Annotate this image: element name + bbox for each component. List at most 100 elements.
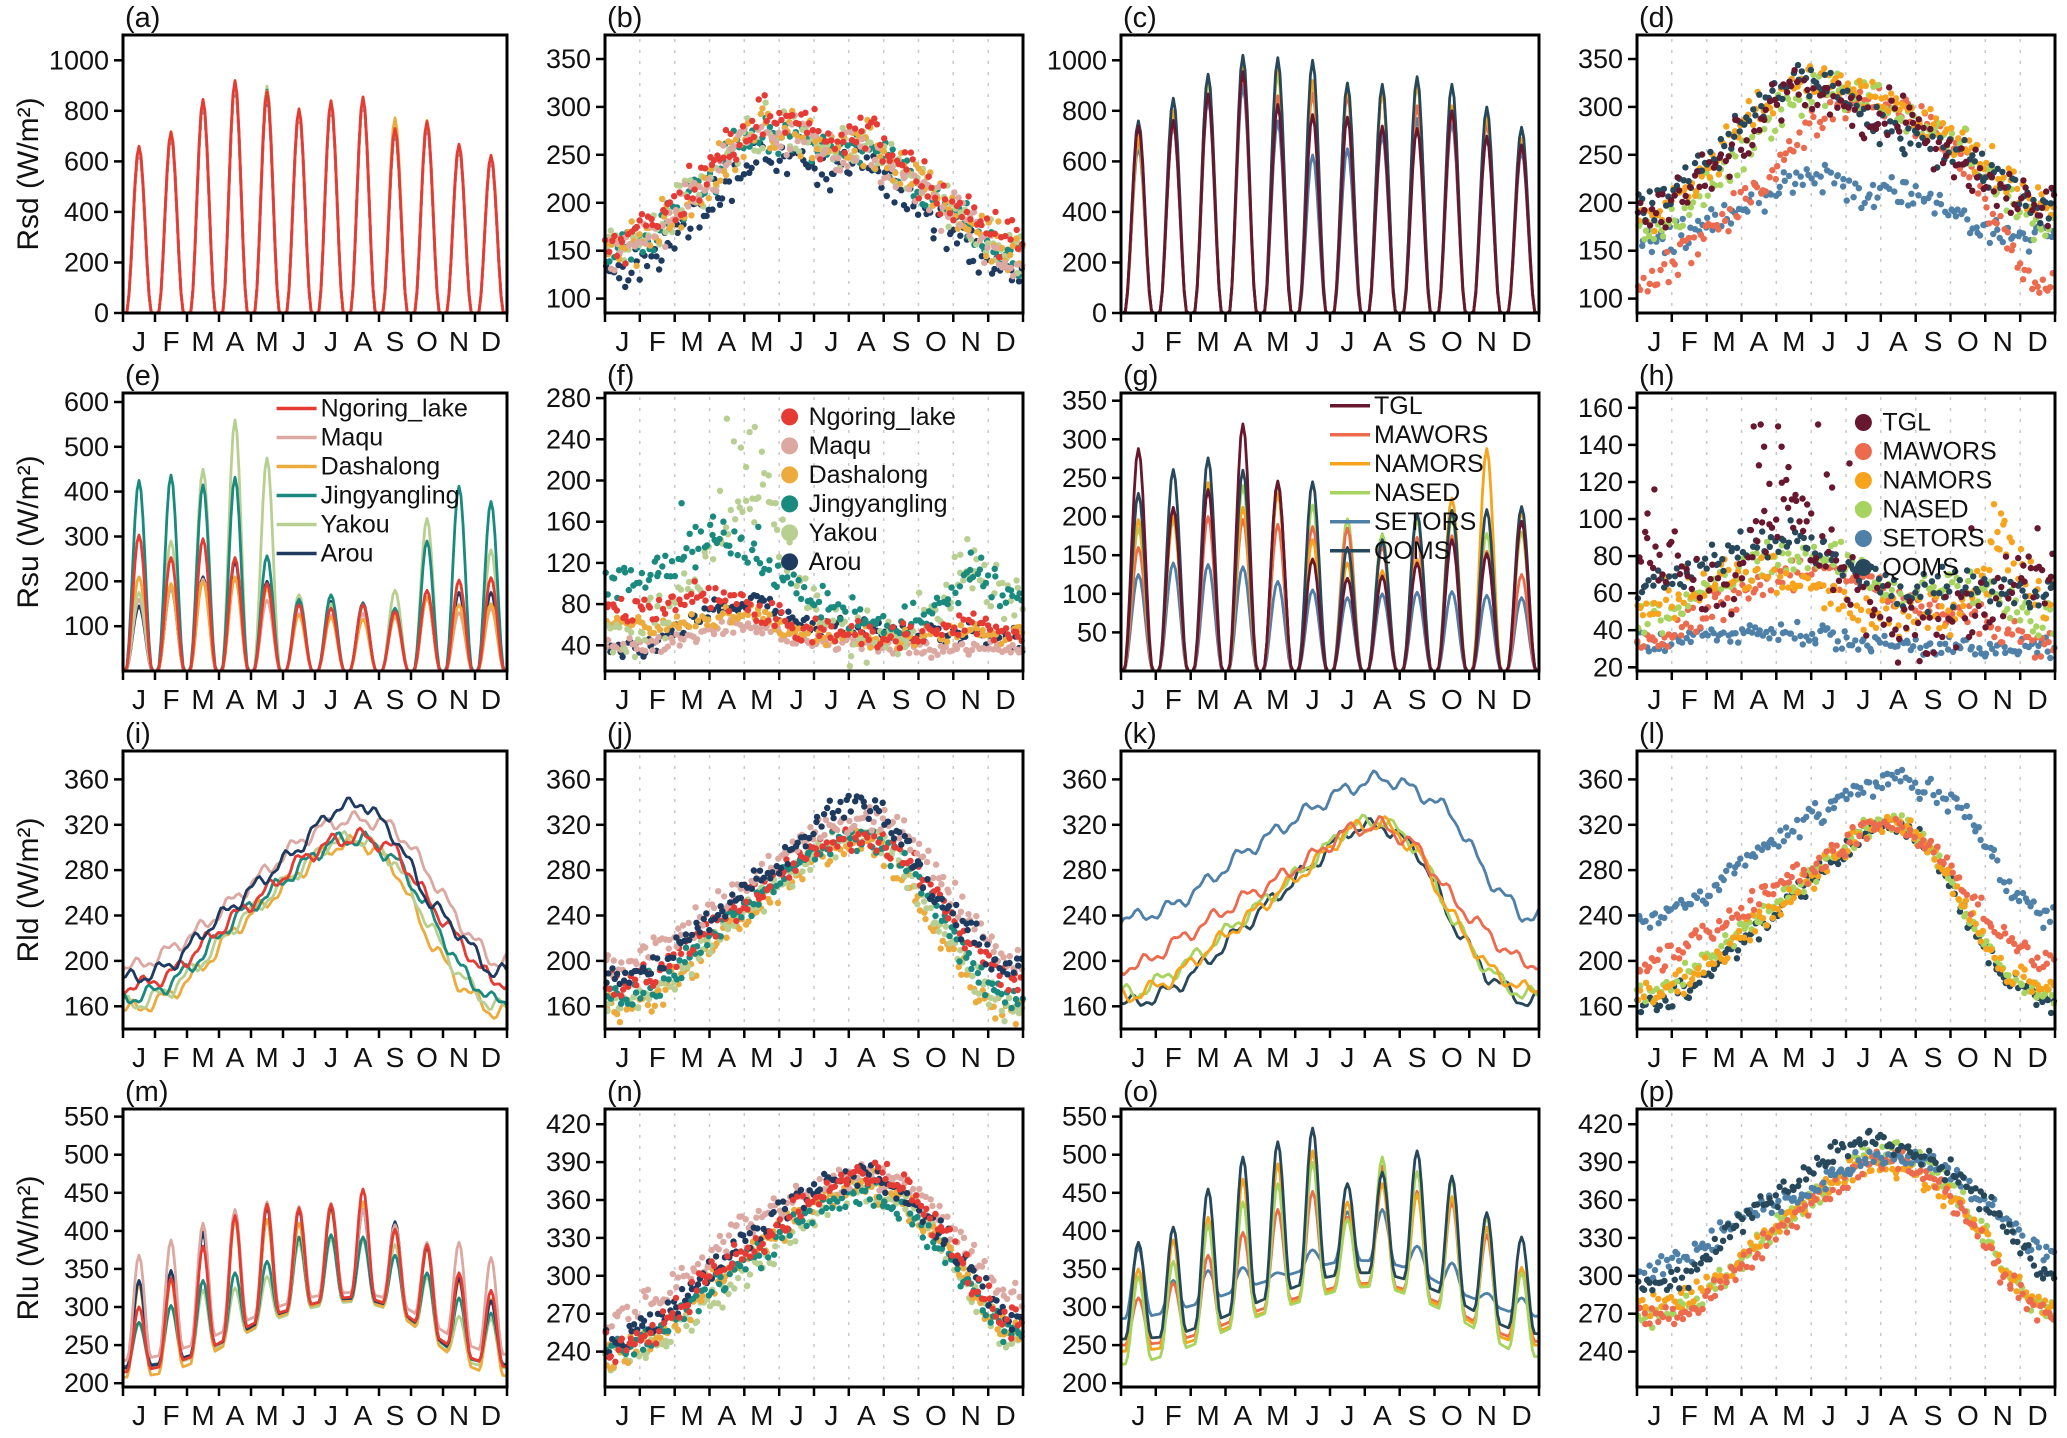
series-NASED: [1121, 815, 1539, 998]
svg-text:J: J: [1856, 326, 1870, 357]
svg-text:M: M: [680, 326, 703, 357]
svg-text:600: 600: [1062, 146, 1107, 176]
svg-text:600: 600: [64, 387, 109, 417]
month-gridlines: [640, 39, 988, 309]
svg-text:S: S: [1924, 326, 1943, 357]
svg-text:D: D: [1511, 326, 1531, 357]
svg-text:O: O: [925, 326, 947, 357]
svg-text:S: S: [386, 1042, 405, 1073]
svg-text:D: D: [481, 684, 501, 715]
svg-text:80: 80: [1593, 541, 1623, 571]
svg-text:NASED: NASED: [1374, 479, 1460, 507]
svg-text:Jingyangling: Jingyangling: [321, 482, 460, 510]
svg-text:A: A: [226, 326, 245, 357]
svg-text:350: 350: [1062, 386, 1107, 416]
svg-text:TGL: TGL: [1882, 408, 1931, 436]
svg-text:M: M: [255, 684, 278, 715]
legend-sites: Ngoring_lakeMaquDashalongJingyanglingYak…: [781, 403, 956, 576]
svg-text:O: O: [1957, 684, 1979, 715]
svg-text:Yakou: Yakou: [321, 511, 390, 539]
svg-text:150: 150: [1578, 236, 1623, 266]
svg-text:20: 20: [1593, 652, 1623, 682]
svg-text:D: D: [995, 684, 1015, 715]
svg-text:J: J: [324, 684, 338, 715]
svg-text:QOMS: QOMS: [1882, 553, 1958, 581]
svg-text:280: 280: [64, 855, 109, 885]
svg-text:J: J: [615, 684, 629, 715]
series-Maqu: [123, 812, 507, 970]
svg-text:A: A: [354, 1042, 373, 1073]
svg-text:80: 80: [561, 589, 591, 619]
svg-text:M: M: [255, 1042, 278, 1073]
svg-text:J: J: [1131, 684, 1145, 715]
panel-label: (e): [125, 360, 160, 392]
svg-text:200: 200: [1578, 188, 1623, 218]
svg-text:0: 0: [1092, 298, 1107, 328]
svg-text:200: 200: [546, 188, 591, 218]
svg-text:50: 50: [1077, 617, 1107, 647]
svg-text:NAMORS: NAMORS: [1882, 466, 1992, 494]
svg-text:Maqu: Maqu: [809, 432, 872, 460]
svg-text:O: O: [416, 1042, 438, 1073]
svg-text:1000: 1000: [1047, 45, 1107, 75]
svg-text:D: D: [2027, 684, 2047, 715]
svg-text:A: A: [1373, 684, 1392, 715]
series-QOMS: [1121, 1128, 1539, 1339]
panel-label: (j): [607, 718, 633, 750]
svg-text:NASED: NASED: [1882, 495, 1968, 523]
svg-text:A: A: [1373, 326, 1392, 357]
svg-text:M: M: [191, 326, 214, 357]
svg-text:400: 400: [64, 197, 109, 227]
svg-text:NAMORS: NAMORS: [1374, 450, 1484, 478]
svg-text:400: 400: [64, 477, 109, 507]
panel-o-series: [1121, 1128, 1539, 1364]
svg-text:J: J: [324, 1042, 338, 1073]
svg-text:N: N: [449, 326, 469, 357]
svg-text:F: F: [1681, 684, 1698, 715]
svg-text:J: J: [824, 326, 838, 357]
y-axis-title: Rlu (W/m²): [12, 1176, 45, 1321]
svg-text:800: 800: [1062, 96, 1107, 126]
panel-label: (p): [1639, 1076, 1674, 1108]
svg-text:O: O: [416, 684, 438, 715]
svg-text:F: F: [1681, 326, 1698, 357]
svg-text:S: S: [892, 326, 911, 357]
svg-text:M: M: [1196, 326, 1219, 357]
svg-text:320: 320: [64, 810, 109, 840]
svg-text:M: M: [1266, 326, 1289, 357]
svg-text:N: N: [1477, 326, 1497, 357]
svg-text:QOMS: QOMS: [1374, 537, 1450, 565]
svg-text:N: N: [449, 684, 469, 715]
svg-text:A: A: [354, 326, 373, 357]
panel-e-series: [123, 420, 507, 671]
month-gridlines: [1672, 755, 2020, 1025]
panel-l-series: [1634, 767, 2058, 1016]
svg-text:M: M: [191, 1042, 214, 1073]
svg-text:MAWORS: MAWORS: [1374, 421, 1488, 449]
svg-text:A: A: [226, 1042, 245, 1073]
